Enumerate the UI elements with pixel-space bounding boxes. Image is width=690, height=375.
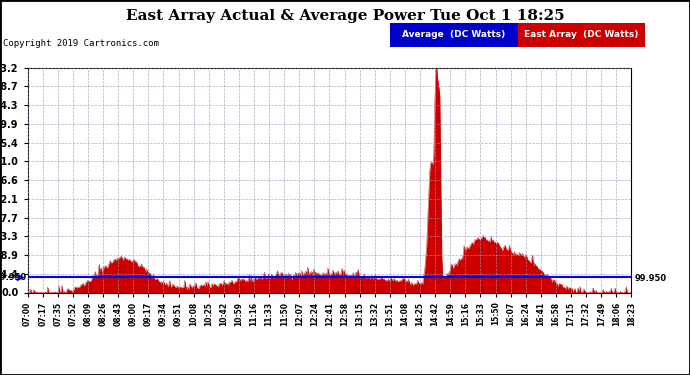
Text: 99.950: 99.950 xyxy=(0,273,27,282)
Text: East Array Actual & Average Power Tue Oct 1 18:25: East Array Actual & Average Power Tue Oc… xyxy=(126,9,564,23)
Text: Average  (DC Watts): Average (DC Watts) xyxy=(402,30,505,39)
Text: Copyright 2019 Cartronics.com: Copyright 2019 Cartronics.com xyxy=(3,39,159,48)
Text: East Array  (DC Watts): East Array (DC Watts) xyxy=(524,30,638,39)
